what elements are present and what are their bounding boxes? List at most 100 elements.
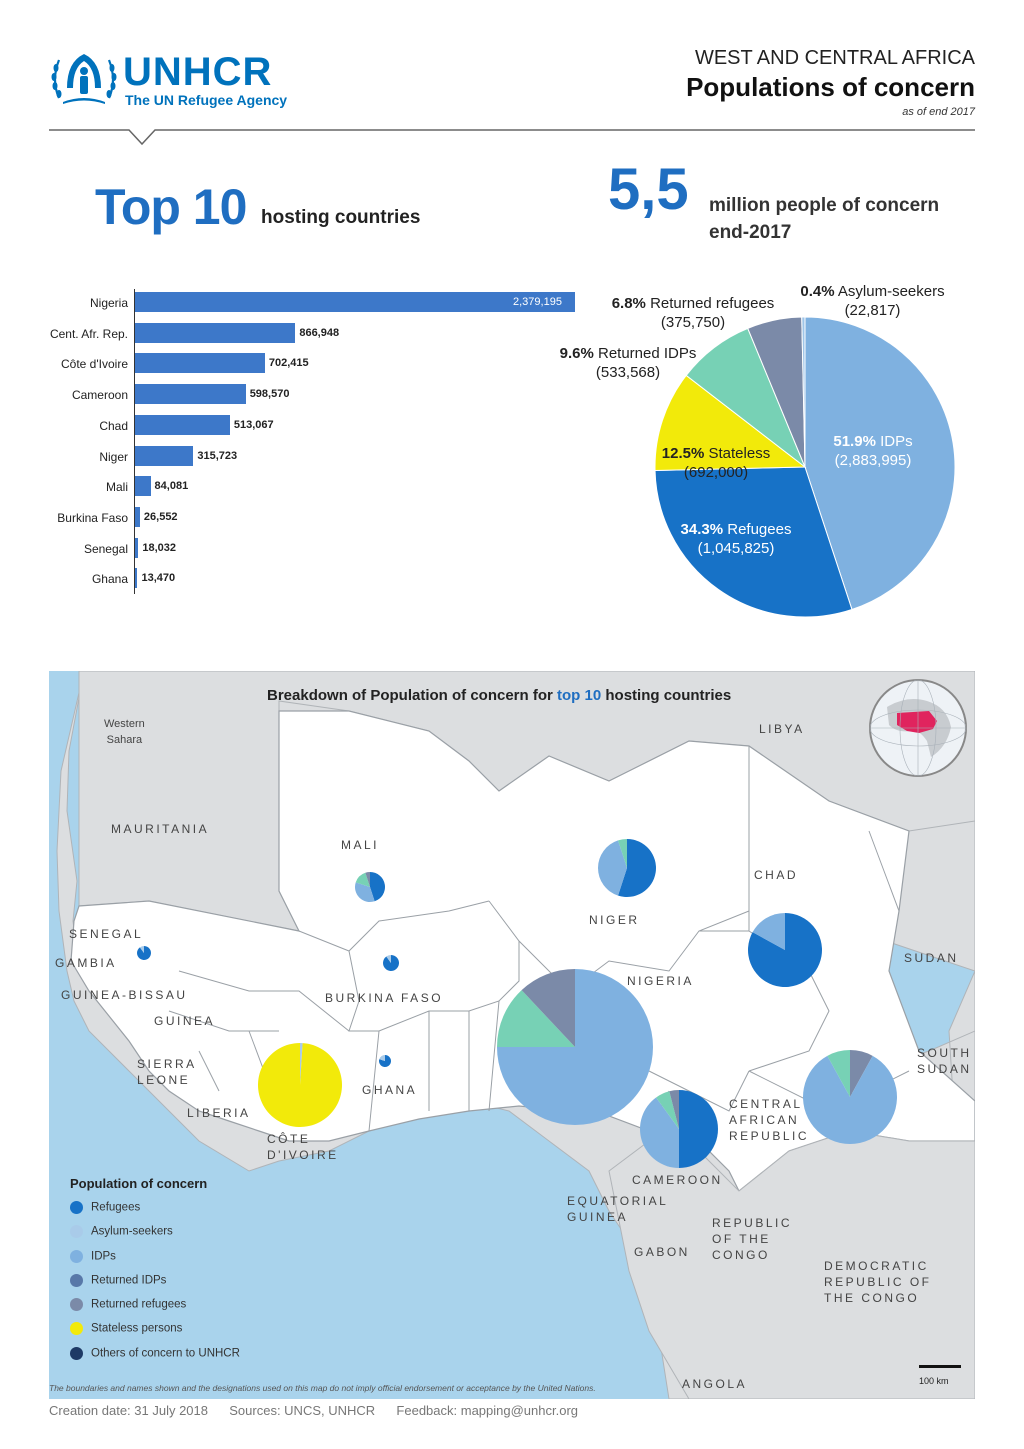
- legend-item: Returned IDPs: [70, 1273, 300, 1298]
- map-pie-cote: [300, 1043, 303, 1085]
- country-label-angola: ANGOLA: [682, 1377, 748, 1391]
- legend-swatch: [70, 1298, 83, 1312]
- bar: [135, 292, 575, 312]
- legend-items: Refugees Asylum-seekers IDPs Returned IDPs R…: [70, 1201, 300, 1371]
- map-pie-niger: [618, 839, 656, 897]
- map-pie-niger: [598, 840, 627, 896]
- top10-bar-chart: Nigeria 2,379,195 Cent. Afr. Rep. 866,948 Cô…: [0, 285, 600, 600]
- legend-label: Returned IDPs: [91, 1274, 167, 1287]
- population-pie-chart: [654, 316, 956, 618]
- feedback-link[interactable]: Feedback: mapping@unhcr.org: [396, 1403, 579, 1418]
- country-label-cameroon: CAMEROON: [632, 1173, 723, 1187]
- bar-value-label: 13,470: [141, 572, 176, 585]
- bar-label: Burkina Faso: [57, 510, 128, 525]
- total-caption-line2: end-2017: [709, 222, 792, 243]
- globe-locator-icon: [869, 679, 967, 777]
- legend-label: Asylum-seekers: [91, 1225, 173, 1238]
- pie-label-idps-pct: 51.9%: [833, 433, 876, 450]
- country-label-burkina: BURKINA FASO: [325, 991, 444, 1005]
- footer: Creation date: 31 July 2018 Sources: UNC…: [49, 1403, 578, 1418]
- pie-label-refugees-name: Refugees: [727, 521, 792, 538]
- pie-label-refugees-pct: 34.3%: [680, 521, 724, 538]
- org-tagline: The UN Refugee Agency: [125, 92, 288, 108]
- bar-value-label: 26,552: [143, 510, 178, 523]
- bar-value-label: 702,415: [268, 357, 309, 370]
- country-label-south-sudan: SOUTH SUDAN: [917, 1046, 972, 1076]
- country-label-sudan: SUDAN: [904, 951, 959, 965]
- legend-swatch: [70, 1249, 83, 1263]
- country-label-drc: DEMOCRATIC REPUBLIC OF THE CONGO: [824, 1259, 932, 1305]
- bar-value-label: 598,570: [249, 388, 290, 401]
- pie-label-asylum: 0.4% Asylum-seekers (22,817): [790, 282, 955, 320]
- bar-label: Cameroon: [71, 388, 128, 403]
- country-label-car: CENTRAL AFRICAN REPUBLIC: [729, 1097, 810, 1143]
- country-label-guinea-bissau: GUINEA-BISSAU: [61, 988, 188, 1002]
- map-pie-senegal: [137, 946, 151, 961]
- bar-label: Nigeria: [89, 296, 128, 310]
- country-label-gambia: GAMBIA: [55, 956, 117, 970]
- map-pie-mali: [365, 872, 370, 887]
- legend-swatch: [70, 1322, 83, 1336]
- bar: [135, 568, 138, 589]
- country-label-nigeria: NIGERIA: [627, 974, 694, 988]
- map-title-pre: Breakdown of Population of concern for: [267, 687, 558, 704]
- pie-label-stateless: 12.5% Stateless (692,000): [652, 444, 780, 482]
- bar-label: Mali: [105, 480, 128, 495]
- map-pie-senegal: [139, 946, 144, 953]
- legend-swatch: [70, 1273, 83, 1287]
- bar-label: Niger: [99, 449, 128, 464]
- map-title: Breakdown of Population of concern for t…: [267, 687, 731, 704]
- country-label-liberia: LIBERIA: [187, 1106, 251, 1120]
- bar: [135, 353, 265, 374]
- bar-value-label: 315,723: [197, 449, 238, 462]
- country-label-cote: CÔTE D'IVOIRE: [267, 1132, 339, 1162]
- region-title: WEST AND CENTRAL AFRICA: [694, 47, 975, 69]
- country-label-libya: LIBYA: [759, 722, 805, 736]
- country-label-gabon: GABON: [634, 1245, 690, 1259]
- legend-item: IDPs: [70, 1249, 300, 1274]
- legend-swatch: [70, 1346, 83, 1360]
- sources: Sources: UNCS, UNHCR: [229, 1403, 376, 1418]
- scale-label: 100 km: [919, 1376, 949, 1386]
- country-label-eq-guinea: EQUATORIAL GUINEA: [567, 1194, 669, 1224]
- map-pie-chad: [752, 913, 785, 950]
- pie-label-asylum-count: (22,817): [844, 302, 901, 319]
- bar-value-label: 513,067: [233, 418, 274, 431]
- map-pie-mali: [355, 882, 375, 902]
- pie-slice-asylum-seekers: [801, 316, 806, 468]
- pie-label-retidp-count: (533,568): [595, 364, 661, 381]
- bar: [135, 506, 140, 527]
- country-labels: Western Sahara MAURITANIA MALI LIBYA NIGER CH…: [49, 671, 975, 1399]
- map-pie-car: [850, 1050, 873, 1097]
- country-label-mauritania: MAURITANIA: [111, 822, 210, 836]
- country-label-rep-congo: REPUBLIC OF THE CONGO: [712, 1216, 793, 1262]
- pie-label-stateless-pct: 12.5%: [661, 445, 705, 462]
- bar: [135, 537, 139, 558]
- bar: [135, 322, 296, 343]
- pie-label-idps-count: (2,883,995): [834, 452, 912, 469]
- map-pie-car: [803, 1055, 897, 1144]
- total-caption: million people of concern end-2017: [709, 192, 969, 246]
- bar: [135, 445, 194, 466]
- country-label-mali: MALI: [341, 838, 380, 852]
- unhcr-logo: UNHCR The UN Refugee Agency: [49, 46, 299, 108]
- pie-label-returned-idps: 9.6% Returned IDPs (533,568): [548, 344, 708, 382]
- legend-label: IDPs: [91, 1250, 116, 1263]
- pie-label-asylum-pct: 0.4%: [800, 283, 835, 300]
- bar-value-label: 866,948: [299, 326, 340, 339]
- top10-heading: Top 10: [95, 179, 247, 235]
- pie-label-asylum-name: Asylum-seekers: [837, 283, 945, 300]
- country-label-chad: CHAD: [754, 868, 799, 882]
- bar-value-label: 84,081: [154, 480, 189, 493]
- pie-slice-stateless: [654, 374, 807, 471]
- regional-map: Breakdown of Population of concern for t…: [49, 671, 975, 1399]
- org-name: UNHCR: [123, 50, 273, 94]
- map-pie-cameroon: [656, 1091, 679, 1129]
- legend-label: Stateless persons: [91, 1323, 183, 1336]
- legend-item: Others of concern to UNHCR: [70, 1346, 300, 1371]
- map-pie-nigeria: [521, 969, 575, 1047]
- header-divider: [49, 129, 975, 146]
- pie-label-refugees-count: (1,045,825): [697, 540, 775, 557]
- pie-label-stateless-name: Stateless: [708, 445, 771, 462]
- map-pie-cameroon: [679, 1090, 718, 1168]
